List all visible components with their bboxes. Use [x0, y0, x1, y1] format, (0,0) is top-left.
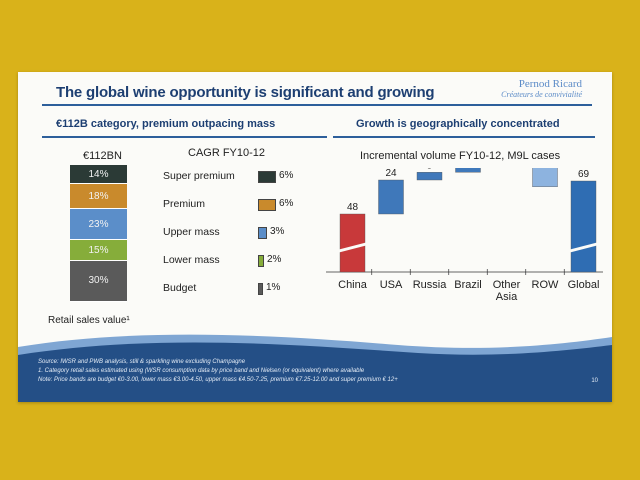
footer-wave: [18, 334, 612, 402]
cagr-category-label: Budget: [163, 282, 197, 294]
stack-segment-value: 30%: [88, 275, 109, 287]
footnotes: Source: IWSR and PWB analysis, still & s…: [38, 358, 398, 385]
cagr-bar: [258, 255, 264, 267]
x-tick-label-other-asia: Other: [493, 279, 521, 291]
stack-segment-lower-mass: 15%: [70, 240, 127, 261]
brand-name: Pernod Ricard: [518, 78, 582, 90]
slide-title: The global wine opportunity is significa…: [56, 84, 435, 101]
x-tick-label-brazil: Brazil: [454, 279, 482, 291]
stack-segment-value: 18%: [88, 190, 109, 202]
cagr-value-label: 2%: [267, 254, 282, 265]
cagr-value-label: 1%: [266, 282, 281, 293]
cagr-row-premium: Premium 6%: [163, 197, 313, 213]
cagr-value-label: 6%: [279, 170, 294, 181]
axis-break-mark: [568, 242, 599, 253]
x-tick-label-global: Global: [568, 279, 600, 291]
cagr-category-label: Super premium: [163, 170, 235, 182]
source-note: Source: IWSR and PWB analysis, still & s…: [38, 359, 246, 365]
cagr-value-label: 6%: [279, 198, 294, 209]
waterfall-bar-russia: [416, 172, 443, 181]
slide-card: The global wine opportunity is significa…: [18, 72, 612, 402]
x-tick-label-usa: USA: [380, 279, 403, 291]
waterfall-value-label: 48: [347, 202, 359, 213]
waterfall-chart: 48China24USA5Russia3Brazil5OtherAsia17RO…: [326, 168, 603, 303]
cagr-bar: [258, 199, 276, 211]
cagr-row-lower-mass: Lower mass 2%: [163, 253, 313, 269]
brand-logo: Pernod Ricard Créateurs de convivialité: [501, 78, 582, 99]
price-band-note: Note: Price bands are budget €0-3.00, lo…: [38, 377, 398, 383]
growth-chart-label: Incremental volume FY10-12, M9L cases: [360, 150, 561, 162]
left-section-divider: [42, 136, 327, 138]
x-tick-label-russia: Russia: [413, 279, 448, 291]
stack-total-label: €112BN: [83, 150, 122, 162]
cagr-label: CAGR FY10-12: [188, 147, 266, 159]
footnote-1: 1. Category retail sales estimated using…: [38, 368, 365, 374]
waterfall-value-label: 24: [385, 168, 397, 179]
stack-segment-super-premium: 14%: [70, 165, 127, 185]
stacked-bar: 14% 18% 23% 15% 30%: [70, 165, 127, 302]
retail-sales-label: Retail sales value¹: [48, 315, 130, 326]
cagr-row-upper-mass: Upper mass 3%: [163, 225, 313, 241]
waterfall-value-label: 5: [427, 168, 433, 171]
waterfall-bar-global: [570, 180, 597, 273]
waterfall-bar-china: [339, 213, 366, 273]
cagr-bar: [258, 227, 267, 239]
stack-segment-premium: 18%: [70, 184, 127, 209]
page-number: 10: [591, 378, 598, 384]
cagr-bar: [258, 171, 276, 183]
right-section-divider: [333, 136, 595, 138]
cagr-row-super-premium: Super premium 6%: [163, 169, 313, 185]
title-divider: [42, 104, 592, 106]
stack-segment-budget: 30%: [70, 260, 127, 302]
axis-break-mark: [337, 242, 368, 253]
cagr-category-label: Lower mass: [163, 254, 220, 266]
cagr-category-label: Premium: [163, 198, 206, 210]
x-tick-label-row: ROW: [532, 279, 560, 291]
stack-segment-upper-mass: 23%: [70, 208, 127, 241]
stack-segment-value: 15%: [88, 244, 109, 256]
x-tick-label-china: China: [338, 279, 368, 291]
cagr-row-budget: Budget 1%: [163, 281, 313, 297]
cagr-value-label: 3%: [270, 226, 285, 237]
x-tick-label-other-asia: Asia: [496, 291, 518, 303]
waterfall-value-label: 69: [578, 169, 590, 180]
cagr-category-label: Upper mass: [163, 226, 220, 238]
stack-segment-value: 23%: [88, 218, 109, 230]
stack-segment-value: 14%: [88, 168, 109, 180]
cagr-bar: [258, 283, 263, 295]
waterfall-bar-brazil: [455, 168, 481, 173]
right-section-heading: Growth is geographically concentrated: [356, 118, 560, 130]
brand-tagline: Créateurs de convivialité: [501, 90, 582, 99]
waterfall-bar-usa: [378, 179, 404, 215]
left-section-heading: €112B category, premium outpacing mass: [56, 118, 276, 130]
waterfall-bar-row: [532, 168, 558, 188]
